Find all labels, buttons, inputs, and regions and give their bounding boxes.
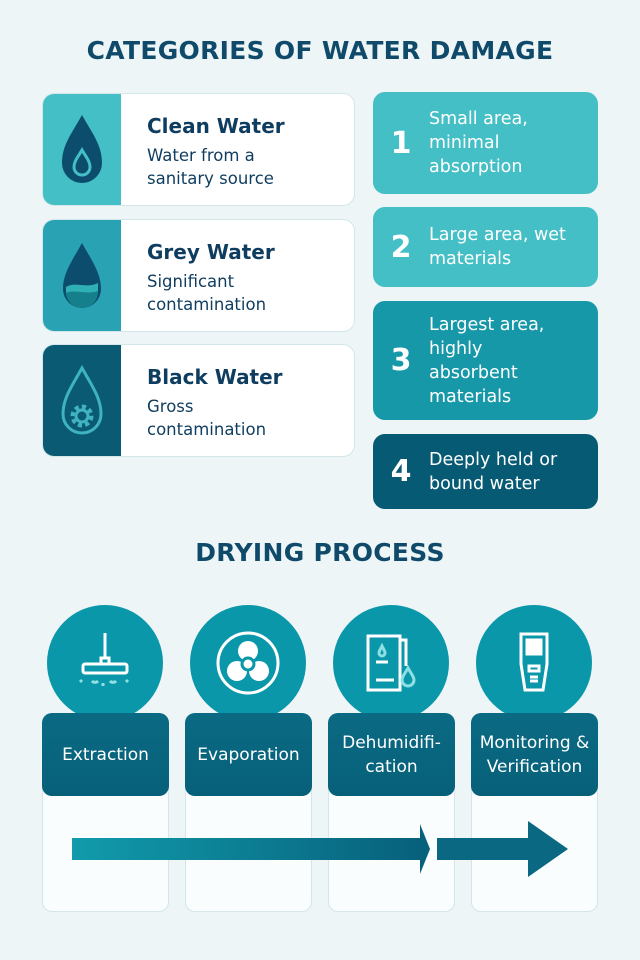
- class-desc: Small area, minimal absorption: [429, 109, 528, 177]
- class-number: 1: [390, 125, 412, 161]
- arrow-shape: [72, 824, 430, 874]
- half-filled-drop-icon: [43, 220, 121, 331]
- category-title: Clean Water: [147, 114, 285, 138]
- category-card-clean: Clean Water Water from a sanitary source: [42, 93, 355, 206]
- page-title: CATEGORIES OF WATER DAMAGE: [86, 36, 554, 65]
- moisture-meter-icon: [476, 605, 592, 721]
- class-card-3: 3 Largest area, highly absorbent material…: [373, 301, 598, 420]
- step-label: Monitoring & Verification: [471, 713, 598, 796]
- category-title: Black Water: [147, 365, 283, 389]
- arrow-shape: [437, 821, 568, 877]
- category-card-black: Black Water Gross contamination: [42, 344, 355, 457]
- class-card-2: 2 Large area, wet materials: [373, 207, 598, 287]
- class-desc: Largest area, highly absorbent materials: [429, 314, 545, 407]
- category-card-grey: Grey Water Significant contamination: [42, 219, 355, 332]
- class-desc: Large area, wet materials: [429, 225, 566, 269]
- class-number: 3: [390, 343, 412, 378]
- process-title: DRYING PROCESS: [195, 538, 445, 567]
- class-desc: Deeply held or bound water: [429, 449, 558, 494]
- category-desc: Gross contamination: [147, 397, 267, 439]
- dehumidifier-icon: [333, 605, 449, 721]
- step-label: Evaporation: [185, 713, 312, 796]
- fan-icon: [190, 605, 306, 721]
- category-desc: Water from a sanitary source: [147, 146, 274, 188]
- step-label: Dehumidifi-cation: [328, 713, 455, 796]
- step-label: Extraction: [42, 713, 169, 796]
- water-drop-icon: [43, 94, 121, 205]
- class-card-1: 1 Small area, minimal absorption: [373, 92, 598, 194]
- class-number: 2: [390, 229, 412, 265]
- category-title: Grey Water: [147, 240, 275, 264]
- class-card-4: 4 Deeply held or bound water: [373, 434, 598, 509]
- extractor-wand-icon: [47, 605, 163, 721]
- class-number: 4: [390, 454, 412, 489]
- drop-gear-icon: [43, 345, 121, 456]
- category-desc: Significant contamination: [147, 272, 267, 314]
- process-arrow: [72, 821, 568, 877]
